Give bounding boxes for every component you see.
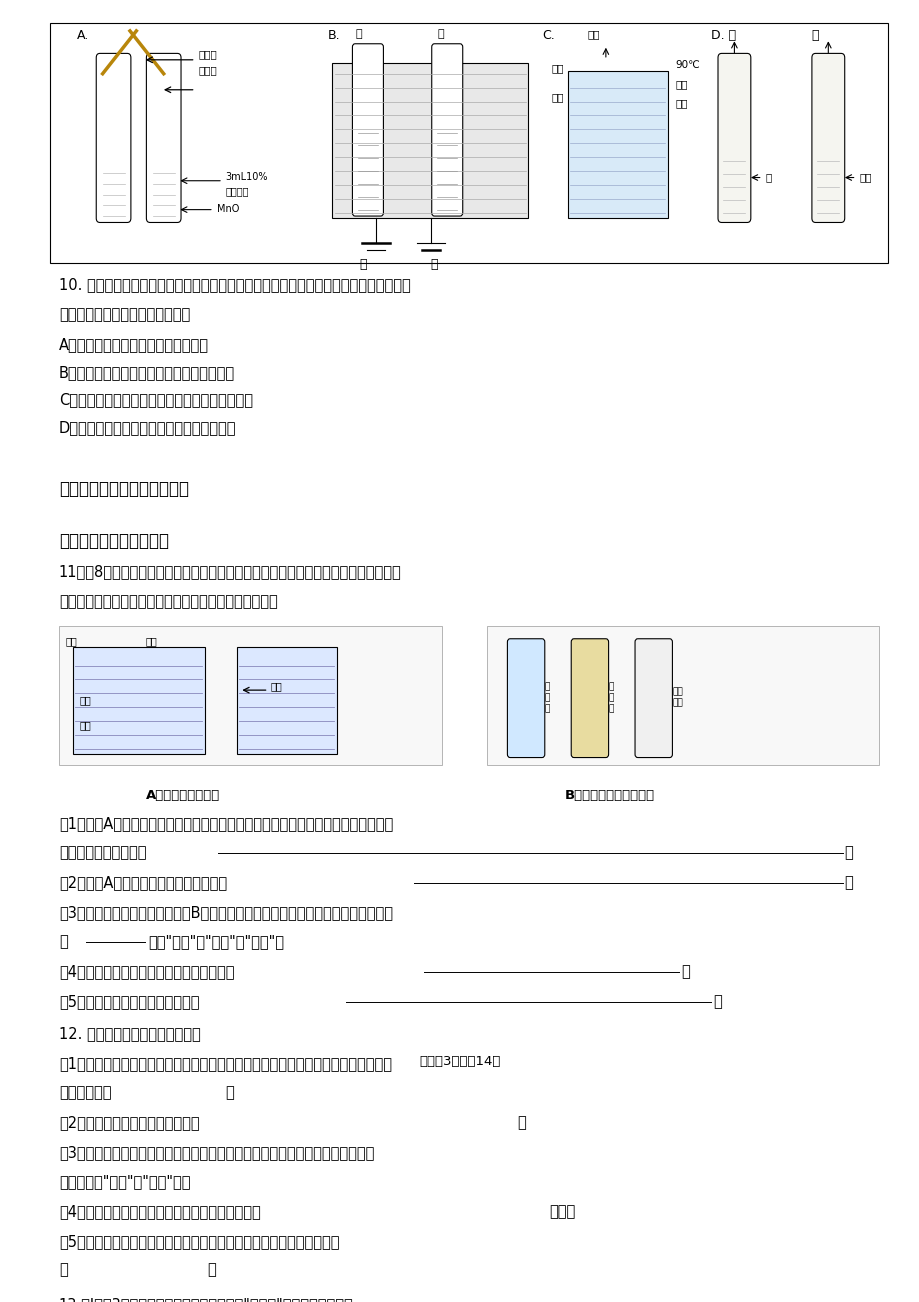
Text: 的双氧水: 的双氧水 (225, 186, 249, 197)
Text: D．反应能降低温度，可燃物不易达到着火点: D．反应能降低温度，可燃物不易达到着火点 (59, 421, 236, 435)
Text: 白磷: 白磷 (675, 99, 686, 108)
FancyBboxPatch shape (487, 626, 879, 766)
Text: 干燥
空气: 干燥 空气 (672, 687, 683, 708)
Text: 带火星: 带火星 (199, 49, 217, 59)
Text: 试卷第3页，共14页: 试卷第3页，共14页 (419, 1055, 500, 1068)
Text: 3mL10%: 3mL10% (225, 172, 268, 182)
FancyBboxPatch shape (332, 62, 528, 219)
Text: （3）某同学洗衣服，手抓洗衣粉放到水中时，有发热的感觉，说明洗衣粉溶于水: （3）某同学洗衣服，手抓洗衣粉放到水中时，有发热的感觉，说明洗衣粉溶于水 (59, 1144, 374, 1160)
Text: 。: 。 (712, 993, 721, 1009)
Text: 三、填空题（题型注释）: 三、填空题（题型注释） (59, 531, 169, 549)
Text: 13.（I）（3分）下图是小红同学设计的一组"吹气球"的实验。请回答：: 13.（I）（3分）下图是小红同学设计的一组"吹气球"的实验。请回答： (59, 1297, 353, 1302)
FancyBboxPatch shape (507, 639, 544, 758)
Text: 。: 。 (844, 875, 853, 891)
Text: （1）实验A探究的是物质燃烧的条件，由此实验得出的结论是：在通常情况下物质燃: （1）实验A探究的是物质燃烧的条件，由此实验得出的结论是：在通常情况下物质燃 (59, 816, 392, 832)
Text: 烧需要满足以下条件：: 烧需要满足以下条件： (59, 845, 146, 861)
Text: MnO: MnO (216, 204, 239, 215)
Text: （5）写一种防止铁制品锈蚀的方法: （5）写一种防止铁制品锈蚀的方法 (59, 993, 199, 1009)
Text: 成有毒的气体: 成有毒的气体 (59, 1085, 111, 1100)
Text: （4）防毒面具中使用活性炭，这是利用了活性炭的: （4）防毒面具中使用活性炭，这是利用了活性炭的 (59, 1204, 260, 1219)
Text: ；: ； (225, 1085, 234, 1100)
Text: （1）燃气热水器不能安装在浴室内，原因主要是：当可燃性气体燃烧不充分时，易生: （1）燃气热水器不能安装在浴室内，原因主要是：当可燃性气体燃烧不充分时，易生 (59, 1056, 391, 1072)
Text: 植
物
油: 植 物 油 (608, 682, 613, 713)
Text: 铜片: 铜片 (550, 92, 563, 102)
Text: 白磷: 白磷 (80, 720, 92, 730)
FancyBboxPatch shape (73, 647, 205, 754)
FancyBboxPatch shape (571, 639, 608, 758)
Text: 作用；: 作用； (549, 1204, 575, 1219)
Text: 乙: 乙 (437, 29, 443, 39)
Text: C.: C. (541, 29, 554, 42)
Text: 。: 。 (844, 845, 853, 861)
Text: 90℃: 90℃ (675, 60, 699, 70)
FancyBboxPatch shape (352, 44, 383, 216)
Text: （3）根据你所掌握的知识，实验B中左、中、右三支试管中，哪支试管中的铁钉易生: （3）根据你所掌握的知识，实验B中左、中、右三支试管中，哪支试管中的铁钉易生 (59, 905, 392, 921)
Text: 11．（8分）关注物质变化的过程，探究物质变化的条件是化学学习的重要内容之一。: 11．（8分）关注物质变化的过程，探究物质变化的条件是化学学习的重要内容之一。 (59, 564, 402, 579)
Text: 10. 氢氧化铝作为阻燃剂受热分解时吸收热量，同时生产耐高温的氧化铝和大量水蒸气，: 10. 氢氧化铝作为阻燃剂受热分解时吸收热量，同时生产耐高温的氧化铝和大量水蒸气… (59, 277, 410, 292)
Text: 氧气: 氧气 (270, 681, 282, 691)
Text: 。: 。 (208, 1263, 216, 1277)
FancyBboxPatch shape (146, 53, 181, 223)
Text: 是: 是 (59, 1263, 67, 1277)
Text: ；: ； (516, 1115, 526, 1130)
Text: ＋: ＋ (430, 258, 437, 271)
FancyBboxPatch shape (59, 626, 441, 766)
Text: 二、选择填充题（题型注释）: 二、选择填充题（题型注释） (59, 480, 188, 499)
Text: A．反应吸热，降低了可燃物的着火点: A．反应吸热，降低了可燃物的着火点 (59, 337, 209, 352)
Text: C．生成大量水蒸气，降低可燃物周围氧气的浓度: C．生成大量水蒸气，降低可燃物周围氧气的浓度 (59, 393, 253, 408)
Text: 。: 。 (681, 963, 689, 979)
FancyBboxPatch shape (236, 647, 336, 754)
FancyBboxPatch shape (634, 639, 672, 758)
FancyBboxPatch shape (811, 53, 844, 223)
Text: （4）请总结出铁制品发生锈蚀的基本条件是: （4）请总结出铁制品发生锈蚀的基本条件是 (59, 963, 234, 979)
Text: 热水: 热水 (80, 695, 92, 706)
Text: 水: 水 (765, 172, 771, 182)
Text: （2）油锅着火，最好的灭火方法是: （2）油锅着火，最好的灭火方法是 (59, 1115, 199, 1130)
FancyBboxPatch shape (717, 53, 750, 223)
FancyBboxPatch shape (96, 53, 130, 223)
Text: 锈: 锈 (59, 934, 67, 949)
Text: A．探究燃烧的条件: A．探究燃烧的条件 (145, 789, 220, 802)
Text: （填"左边"或"中间"或"右边"）: （填"左边"或"中间"或"右边"） (148, 934, 284, 949)
Text: 甲: 甲 (355, 29, 361, 39)
Text: D. 碘: D. 碘 (710, 29, 735, 42)
Text: 碘: 碘 (811, 29, 818, 42)
Text: 12. 化学与我们的生活息息相关。: 12. 化学与我们的生活息息相关。 (59, 1026, 200, 1042)
Text: A.: A. (77, 29, 89, 42)
Text: 红磷: 红磷 (145, 637, 157, 647)
Text: 白磷: 白磷 (550, 62, 563, 73)
FancyBboxPatch shape (567, 70, 667, 219)
Text: B．生成氧化铝覆盖在可燃物表面，隔绝氧气: B．生成氧化铝覆盖在可燃物表面，隔绝氧气 (59, 365, 234, 380)
Text: 热水: 热水 (675, 79, 686, 89)
Text: 红磷: 红磷 (587, 29, 599, 39)
Text: 以下是初中化学进行的部分探究实验，请回答有关问题：: 以下是初中化学进行的部分探究实验，请回答有关问题： (59, 594, 278, 609)
Text: 汽油: 汽油 (858, 172, 871, 182)
Text: B．探究铁钉生锈的条件: B．探究铁钉生锈的条件 (564, 789, 654, 802)
Text: 起到防火作用。下列叙述错误的是: 起到防火作用。下列叙述错误的是 (59, 307, 190, 322)
Text: 的木条: 的木条 (199, 65, 217, 76)
Text: （2）写出A实验中白磷燃烧的化学方程式: （2）写出A实验中白磷燃烧的化学方程式 (59, 875, 227, 891)
FancyBboxPatch shape (50, 23, 888, 263)
Text: （5）汽车车体钢铁表面涂上各种颜色的油漆除了美观外，最主要的目的: （5）汽车车体钢铁表面涂上各种颜色的油漆除了美观外，最主要的目的 (59, 1234, 339, 1249)
Text: 热量（选填"放出"或"吸收"）；: 热量（选填"放出"或"吸收"）； (59, 1174, 190, 1189)
FancyBboxPatch shape (431, 44, 462, 216)
Text: 白磷: 白磷 (65, 637, 77, 647)
Text: 蒸
馏
水: 蒸 馏 水 (544, 682, 550, 713)
Text: B.: B. (327, 29, 340, 42)
Text: －: － (359, 258, 367, 271)
